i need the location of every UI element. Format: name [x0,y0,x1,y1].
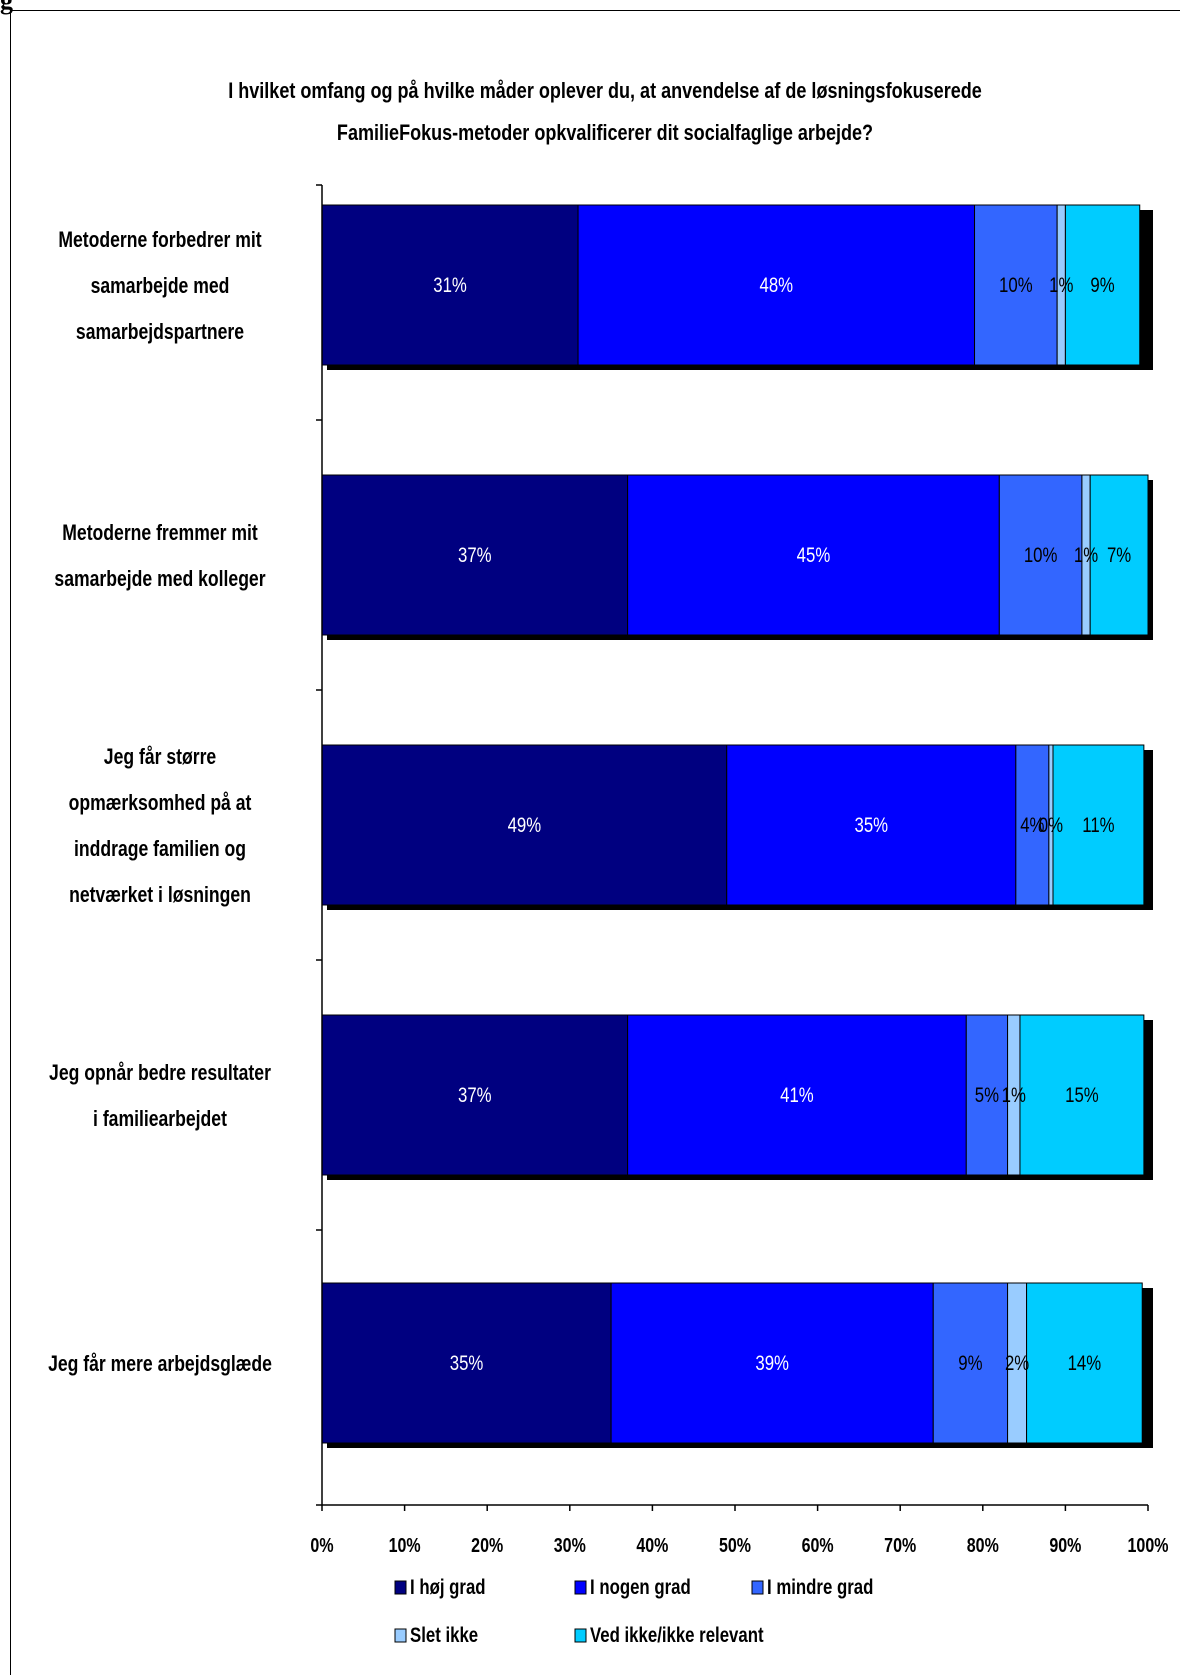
x-tick-label: 70% [884,1534,916,1556]
corner-glyph: g [0,0,13,15]
x-tick-label: 20% [471,1534,503,1556]
data-label: 2% [1005,1352,1029,1375]
bar-segment [627,1014,967,1176]
axes: 0% 10% 20% 30% 40% 50% 60% 70% 80% 90% 100% [310,184,1169,1556]
bar-segment [321,1282,612,1444]
bar-segment [1064,204,1141,366]
chart-title-line: I hvilket omfang og på hvilke måder ople… [228,78,982,103]
x-tick-label: 80% [967,1534,999,1556]
data-label: 39% [755,1352,789,1375]
data-labels: 31% 48% 10% 1% 9% 37% 45% 10% 1% 7% 49% 35% 4%0% 11% 3… [433,274,1131,1375]
category-label: samarbejde med kolleger [54,567,265,591]
data-label: 45% [797,544,831,567]
chart-frame [10,10,1180,1675]
category-label: Metoderne forbedrer mit [58,228,262,252]
data-label: 14% [1068,1352,1102,1375]
legend-swatch [394,1628,407,1643]
bar-segment [321,474,629,636]
data-label: 10% [999,274,1033,297]
data-label: 4% [1020,814,1044,837]
legend-label: Ved ikke/ikke relevant [590,1624,764,1647]
data-label: 41% [780,1084,814,1107]
category-label: samarbejdspartnere [76,320,244,344]
legend-label: Slet ikke [410,1624,478,1647]
data-label: 11% [1082,814,1114,837]
category-label: opmærksomhed på at [69,790,252,815]
category-label: Jeg får mere arbejdsglæde [48,1351,272,1376]
data-label: 1% [1074,544,1098,567]
bar-segment [321,744,728,906]
data-label: 48% [760,274,794,297]
category-label: inddrage familien og [74,837,246,861]
data-label: 1% [1002,1084,1026,1107]
bar-segment [627,474,1000,636]
legend-swatch [574,1580,587,1595]
data-label: 37% [458,544,492,567]
category-labels: Metoderne forbedrer mit samarbejde med sam… [48,228,272,1376]
category-label: i familiearbejdet [93,1107,227,1131]
x-tick-label: 60% [802,1534,834,1556]
category-label: Jeg opnår bedre resultater [49,1060,271,1085]
data-label: 7% [1107,544,1131,567]
chart-title: I hvilket omfang og på hvilke måder ople… [228,78,982,145]
x-tick-label: 10% [389,1534,421,1556]
data-label: 37% [458,1084,492,1107]
bar-segment [1052,744,1145,906]
data-label: 0% [1039,814,1063,837]
data-label: 15% [1065,1084,1099,1107]
legend-swatch [574,1628,587,1643]
data-label: 49% [508,814,542,837]
bar-segment [1019,1014,1145,1176]
legend: I høj grad I nogen grad I mindre grad Slet … [394,1576,873,1648]
data-label: 9% [958,1352,982,1375]
data-label: 9% [1090,274,1114,297]
x-tick-label: 0% [310,1534,333,1556]
data-label: 5% [975,1084,999,1107]
data-label: 31% [433,274,467,297]
legend-label: I nogen grad [590,1576,691,1599]
bar-segment [577,204,976,366]
legend-swatch [394,1580,407,1595]
chart-title-line: FamilieFokus-metoder opkvalificerer dit … [337,121,873,145]
x-tick-label: 40% [636,1534,668,1556]
category-label: netværket i løsningen [69,883,251,907]
x-tick-label: 90% [1049,1534,1081,1556]
x-tick-label: 50% [719,1534,751,1556]
category-label: Metoderne fremmer mit [62,521,258,545]
x-tick-label: 100% [1128,1534,1169,1556]
bar-segment [998,474,1083,636]
x-tick-label: 30% [554,1534,586,1556]
legend-label: I mindre grad [767,1576,873,1599]
bar-segment [321,1014,629,1176]
category-label: samarbejde med [91,274,230,298]
legend-label: I høj grad [410,1576,486,1599]
data-label: 35% [854,814,888,837]
bar-segment [726,744,1017,906]
bar-segment [321,204,579,366]
bar-segment [965,1014,1009,1176]
bar-segment [1015,744,1050,906]
data-label: 1% [1049,274,1073,297]
category-label: Jeg får større [104,744,216,769]
bar-segment [974,204,1058,366]
bars [321,204,1149,1444]
bar-segment [1026,1282,1143,1444]
bar-segment [610,1282,934,1444]
data-label: 35% [450,1352,484,1375]
bar-segment [1089,474,1149,636]
bar-segment [932,1282,1009,1444]
data-label: 10% [1024,544,1058,567]
legend-swatch [751,1580,764,1595]
